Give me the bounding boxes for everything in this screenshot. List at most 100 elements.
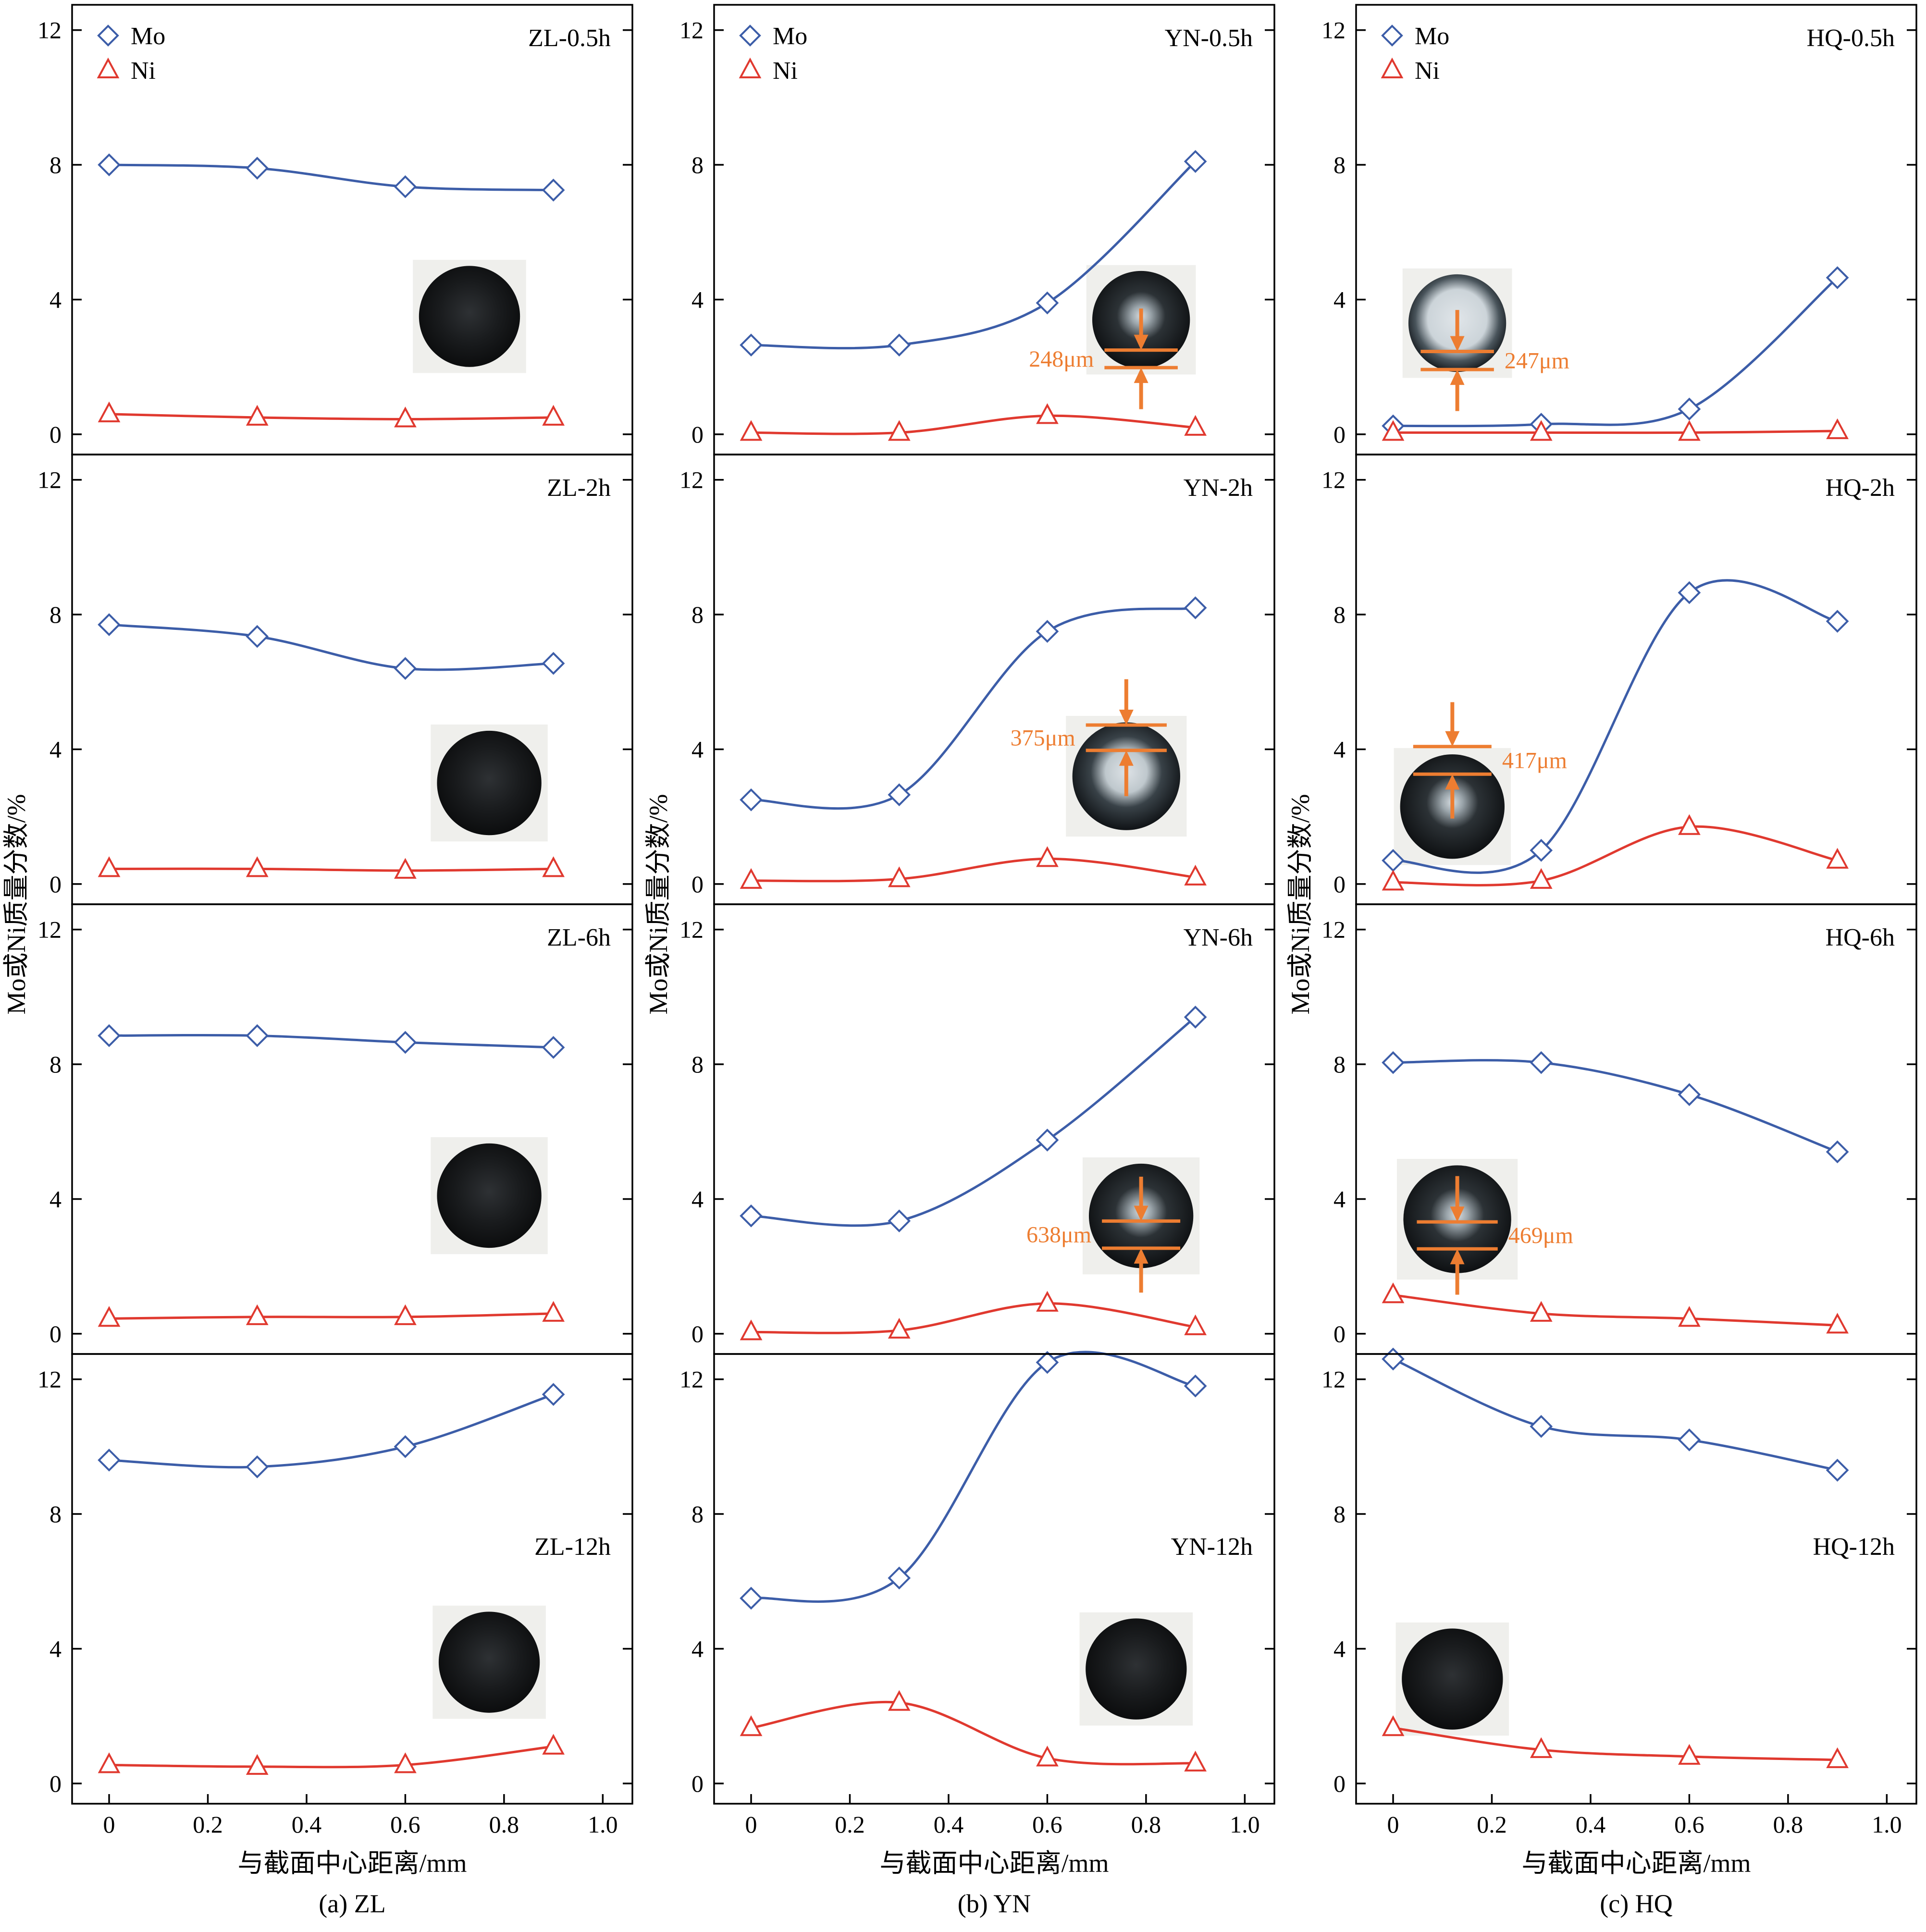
shell-thickness-label: 248μm <box>1029 346 1094 372</box>
mo-marker <box>246 157 269 180</box>
x-tick-label: 0.2 <box>193 1811 223 1838</box>
y-axis-label: Mo或Ni质量分数/% <box>2 794 31 1015</box>
legend-ni-label: Ni <box>1415 57 1440 85</box>
mo-marker <box>98 1024 121 1047</box>
chart-column-c-hq: 247μm 0 4 8 12 Mo Ni HQ-0.5h 417μm 0 4 8 12 HQ-2h 469μ… <box>1284 0 1926 1930</box>
legend-mo-label: Mo <box>773 23 807 50</box>
ni-marker <box>246 856 269 877</box>
ni-marker <box>1382 1715 1405 1736</box>
ni-marker <box>1826 418 1849 439</box>
ni-curve <box>109 867 554 872</box>
x-axis-label: 与截面中心距离/mm <box>1521 1849 1751 1878</box>
y-tick-label: 4 <box>691 1185 704 1212</box>
mo-marker <box>542 652 565 675</box>
panel-title: ZL-2h <box>547 474 611 502</box>
ni-marker <box>394 858 417 879</box>
x-tick-label: 0.4 <box>1576 1811 1606 1838</box>
ni-marker <box>1382 870 1405 891</box>
mo-marker <box>1036 620 1059 643</box>
y-tick-label: 0 <box>691 1320 704 1347</box>
ni-marker <box>246 1304 269 1325</box>
ni-marker <box>542 405 565 426</box>
ni-marker <box>1826 1313 1849 1334</box>
ni-marker <box>1036 1746 1059 1767</box>
y-tick-label: 12 <box>37 916 62 943</box>
annotation-arrowhead <box>1450 336 1465 352</box>
ni-curve <box>751 414 1196 435</box>
mo-marker <box>246 1024 269 1047</box>
y-tick-label: 0 <box>49 1770 62 1797</box>
legend-ni-label: Ni <box>773 57 798 85</box>
ni-curve <box>1393 1726 1838 1761</box>
panel-border <box>1355 4 1917 455</box>
y-tick-label: 8 <box>691 1501 704 1527</box>
ni-marker <box>98 401 121 422</box>
panel-border <box>1355 903 1917 1355</box>
mo-marker <box>98 153 121 176</box>
y-tick-label: 8 <box>49 1501 62 1527</box>
ni-marker <box>740 868 763 889</box>
mo-marker <box>1678 1428 1701 1452</box>
mo-marker <box>1826 1459 1849 1482</box>
mo-marker <box>394 1031 417 1054</box>
y-tick-label: 4 <box>691 286 704 313</box>
mo-marker <box>740 333 763 357</box>
ni-marker <box>1678 1306 1701 1327</box>
legend-ni-label: Ni <box>131 57 156 85</box>
mo-marker <box>1036 291 1059 315</box>
x-tick-label: 0.6 <box>1032 1811 1062 1838</box>
ni-marker <box>1184 415 1207 436</box>
y-tick-label: 4 <box>1333 736 1346 763</box>
pellet-cross-section-photo <box>1402 1628 1503 1730</box>
x-tick-label: 1.0 <box>1230 1811 1260 1838</box>
y-tick-label: 8 <box>1333 1051 1346 1078</box>
panel-title: ZL-0.5h <box>528 25 611 52</box>
ni-marker <box>542 1301 565 1322</box>
panel-border <box>713 4 1275 455</box>
y-tick-label: 4 <box>691 736 704 763</box>
x-tick-label: 1.0 <box>588 1811 618 1838</box>
mo-marker <box>1036 1351 1059 1374</box>
ni-marker <box>1826 848 1849 869</box>
x-tick-label: 0.6 <box>1674 1811 1704 1838</box>
ni-marker <box>98 856 121 877</box>
y-tick-label: 8 <box>691 601 704 628</box>
y-tick-label: 12 <box>1321 17 1346 44</box>
ni-marker <box>394 1304 417 1325</box>
x-axis-label: 与截面中心距离/mm <box>879 1849 1109 1878</box>
x-tick-label: 0.8 <box>489 1811 519 1838</box>
y-tick-label: 4 <box>49 1635 62 1662</box>
mo-marker <box>1678 1083 1701 1106</box>
ni-marker <box>1678 814 1701 835</box>
mo-marker <box>740 1587 763 1610</box>
y-tick-label: 0 <box>49 421 62 448</box>
x-axis-label: 与截面中心距离/mm <box>237 1849 467 1878</box>
annotation-arrowhead <box>1450 1249 1465 1265</box>
panel-title: YN-0.5h <box>1165 25 1253 52</box>
panel-YN-12h: 0 4 8 12 YN-12h <box>679 1351 1275 1805</box>
mo-curve <box>1393 579 1838 874</box>
panel-title: HQ-0.5h <box>1807 25 1895 52</box>
y-tick-label: 4 <box>49 1185 62 1212</box>
ni-marker <box>542 856 565 877</box>
panel-ZL-12h: 0 4 8 12 ZL-12h <box>37 1353 633 1805</box>
panel-YN-0.5h: 248μm 0 4 8 12 Mo Ni YN-0.5h <box>679 4 1275 455</box>
x-tick-label: 0.2 <box>835 1811 865 1838</box>
pellet-cross-section-photo <box>437 1143 542 1248</box>
ni-marker <box>1382 420 1405 441</box>
ni-marker <box>542 1734 565 1755</box>
ni-marker <box>1036 403 1059 424</box>
annotation-arrowhead <box>1134 1248 1148 1264</box>
ni-marker <box>246 1754 269 1775</box>
x-tick-label: 0 <box>1387 1811 1399 1838</box>
mo-marker <box>1826 266 1849 289</box>
x-tick-label: 0 <box>103 1811 115 1838</box>
ni-marker <box>394 406 417 428</box>
annotation-arrowhead <box>1450 369 1465 385</box>
y-tick-label: 8 <box>691 151 704 178</box>
ni-marker <box>1184 864 1207 886</box>
mo-marker <box>394 175 417 198</box>
ni-marker <box>1184 1314 1207 1335</box>
panel-title: HQ-2h <box>1826 474 1895 502</box>
y-tick-label: 4 <box>691 1635 704 1662</box>
